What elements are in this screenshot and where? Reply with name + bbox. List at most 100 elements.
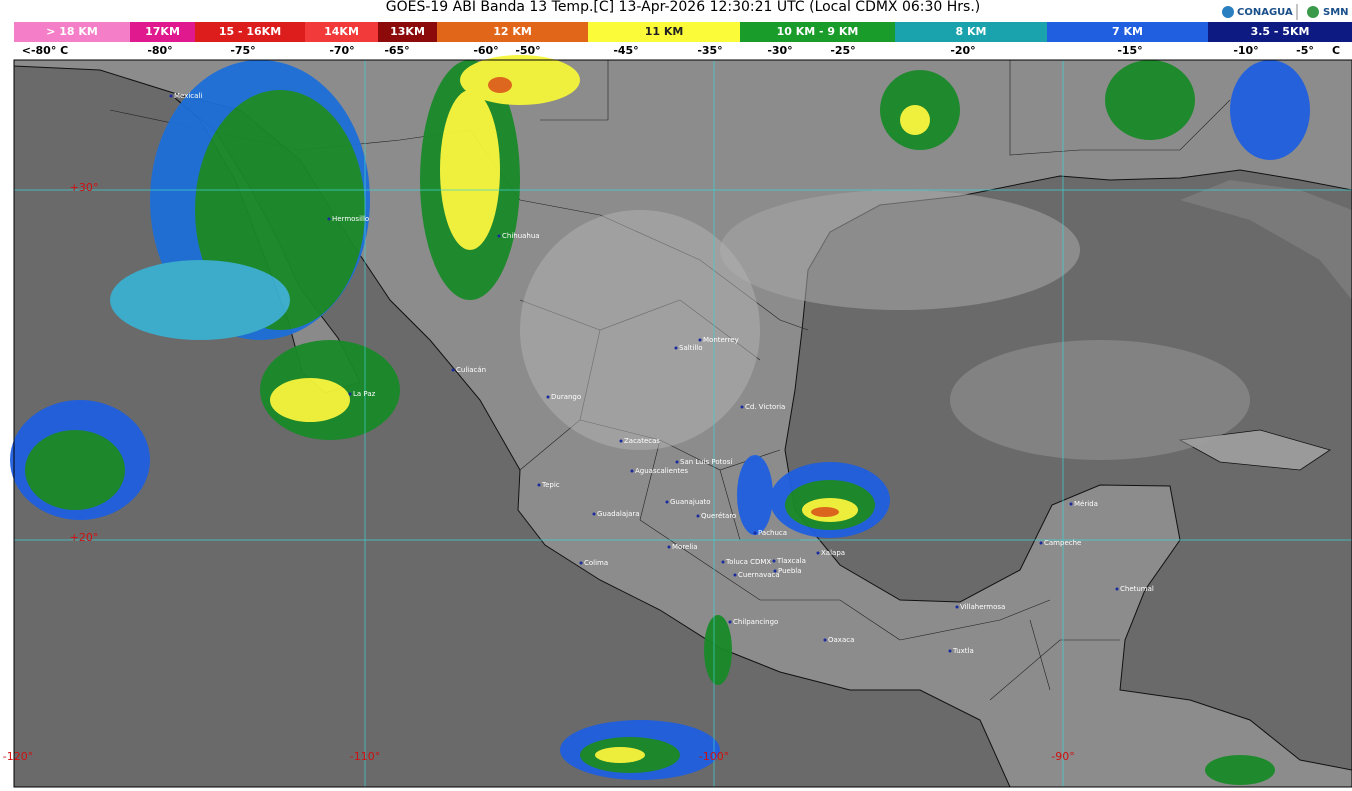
temp-label: -35° [697,44,722,57]
legend: > 18 KM 17KM 15 - 16KM 14KM 13KM 12 KM 11 KM 10… [14,22,1352,57]
logo-text: CONAGUA [1237,7,1293,18]
legend-label: 7 KM [1112,25,1143,38]
city-label: Oaxaca [828,636,854,644]
city-label: Tuxtla [952,647,974,655]
temp-label: -20° [950,44,975,57]
temp-label: -25° [830,44,855,57]
temp-label: -10° [1233,44,1258,57]
logo-text: SMN [1323,7,1349,18]
temp-label: -65° [384,44,409,57]
city-label: Campeche [1044,539,1081,547]
temp-label: C [1332,44,1340,57]
city-label: Xalapa [821,549,845,557]
city-marker [1069,502,1073,506]
legend-swatch [1208,22,1352,42]
map [10,55,1352,788]
legend-label: 12 KM [493,25,532,38]
city-marker [740,405,744,409]
legend-label: 13KM [390,25,425,38]
temp-label: -70° [329,44,354,57]
legend-swatch [305,22,378,42]
legend-swatch [195,22,305,42]
city-label: Cuernavaca [738,571,780,579]
city-marker [772,559,776,563]
title: GOES-19 ABI Banda 13 Temp.[C] 13-Apr-202… [386,0,981,15]
legend-label: 10 KM - 9 KM [777,25,859,38]
lon-label: -120° [3,750,33,763]
city-label: Guanajuato [670,498,711,506]
city-label: Puebla [778,567,802,575]
city-marker [169,94,173,98]
city-marker [1039,541,1043,545]
city-marker [698,338,702,342]
city-marker [823,638,827,642]
temp-label: <-80° C [22,44,69,57]
legend-swatch [740,22,895,42]
city-label: Aguascalientes [635,467,688,475]
temp-label: -80° [147,44,172,57]
lat-label: +30° [70,181,99,194]
city-label: Tepic [541,481,560,489]
city-label: Hermosillo [332,215,369,223]
city-marker [579,561,583,565]
legend-label: > 18 KM [46,25,98,38]
city-label: Chilpancingo [733,618,778,626]
city-marker [696,514,700,518]
legend-swatch [130,22,195,42]
city-label: Pachuca [758,529,787,537]
temp-label: -75° [230,44,255,57]
city-marker [537,483,541,487]
legend-label: 11 KM [645,25,684,38]
city-label: Querétaro [701,512,736,520]
logo: CONAGUA SMN [1222,4,1349,20]
temp-label: -60° [473,44,498,57]
legend-swatch [895,22,1047,42]
city-marker [948,649,952,653]
city-label: Villahermosa [960,603,1005,611]
city-marker [675,460,679,464]
temp-label: -15° [1117,44,1142,57]
city-marker [816,551,820,555]
city-marker [955,605,959,609]
lon-label: -90° [1051,750,1074,763]
city-marker [546,395,550,399]
city-label: Guadalajara [597,510,640,518]
city-label: Culiacán [456,366,486,374]
legend-swatch [437,22,588,42]
city-label: Monterrey [703,336,739,344]
lon-label: -100° [699,750,729,763]
legend-swatch [588,22,740,42]
city-label: Colima [584,559,608,567]
city-marker [619,439,623,443]
city-marker [674,346,678,350]
city-marker [1115,587,1119,591]
city-marker [753,531,757,535]
temp-label: -5° [1296,44,1314,57]
city-marker [327,217,331,221]
labels: +30° +20° -120° -110° -100° -90° Mexicali Hermo… [3,92,1154,763]
city-marker [667,545,671,549]
city-label: Cd. Victoria [745,403,785,411]
city-label: Mérida [1074,500,1098,508]
city-label: Morelia [672,543,698,551]
legend-swatch [378,22,437,42]
lat-label: +20° [70,531,99,544]
temp-label: -50° [515,44,540,57]
city-marker [733,573,737,577]
city-label: Toluca CDMX [725,558,771,566]
city-marker [665,500,669,504]
legend-swatch [14,22,130,42]
city-label: Chihuahua [502,232,540,240]
city-marker [497,234,501,238]
legend-label: 15 - 16KM [219,25,281,38]
city-marker [728,620,732,624]
city-marker [451,368,455,372]
city-marker [592,512,596,516]
city-label: San Luis Potosí [680,458,733,466]
legend-label: 8 KM [956,25,987,38]
city-label: La Paz [353,390,376,398]
city-label: Zacatecas [624,437,660,445]
city-marker [630,469,634,473]
legend-label: 3.5 - 5KM [1251,25,1310,38]
legend-swatch [1047,22,1208,42]
